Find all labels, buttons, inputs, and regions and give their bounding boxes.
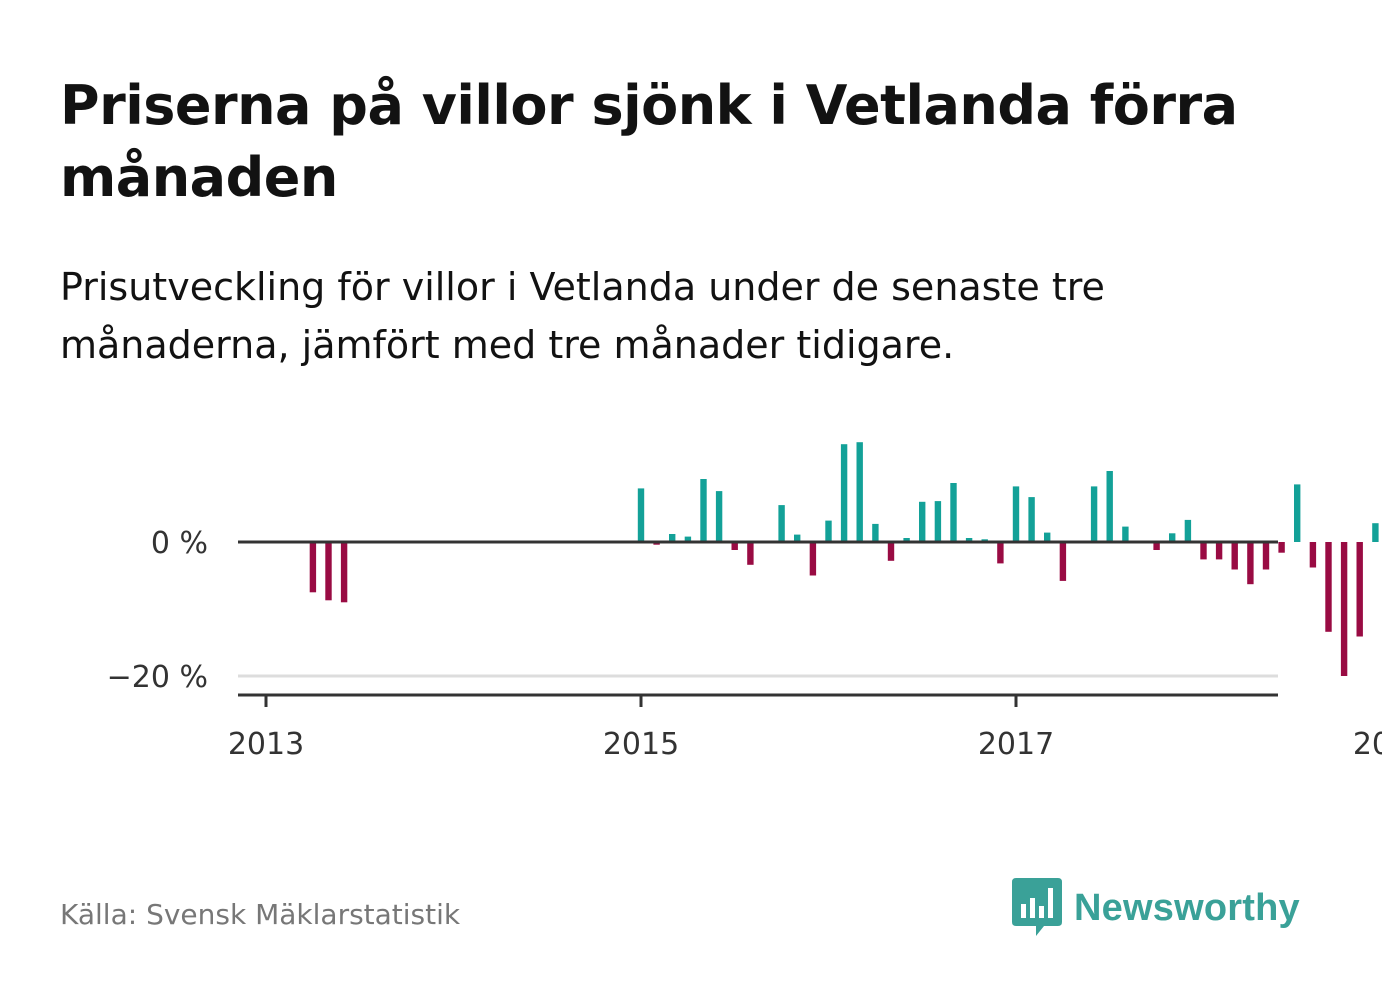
bar	[934, 501, 942, 542]
chart-title: Priserna på villor sjönk i Vetlanda förr…	[60, 74, 1238, 209]
bar	[1309, 542, 1317, 568]
bar	[778, 505, 785, 542]
y-tick-label: 0 %	[151, 526, 208, 561]
bar	[887, 542, 895, 561]
x-tick-label: 2017	[978, 727, 1054, 762]
bar	[840, 444, 848, 542]
bar	[1090, 486, 1098, 542]
tick-labels: 0 %−20 %201320152017201920212023−9 %	[107, 526, 1382, 762]
chart-subtitle: Prisutveckling för villor i Vetlanda und…	[60, 265, 1105, 367]
bar	[1122, 526, 1129, 542]
bars	[309, 442, 1379, 676]
x-tick-label: 2019	[1353, 727, 1382, 762]
bar	[669, 534, 676, 542]
bar	[903, 538, 910, 542]
bar	[872, 523, 879, 542]
bar	[1278, 542, 1285, 553]
bar	[747, 542, 754, 565]
bar	[1247, 542, 1254, 585]
bar	[700, 479, 707, 542]
price-change-bar-chart: 0 %−20 %201320152017201920212023−9 %	[107, 442, 1382, 762]
bar	[684, 536, 692, 542]
bar-chart-bubble-icon	[1012, 878, 1062, 936]
bar	[1372, 523, 1379, 542]
bar	[1184, 519, 1192, 542]
newsworthy-logo: Newsworthy	[1012, 878, 1300, 938]
bar	[1215, 542, 1223, 560]
x-tick-label: 2013	[228, 727, 304, 762]
bar	[715, 491, 723, 542]
bar	[950, 483, 957, 542]
bar	[1294, 484, 1301, 542]
bar	[1340, 542, 1348, 676]
bar	[856, 442, 863, 542]
bar	[340, 542, 348, 603]
bar	[1200, 542, 1207, 560]
bar	[309, 542, 317, 593]
x-tick-label: 2015	[603, 727, 679, 762]
bar	[825, 520, 832, 542]
bar	[965, 538, 973, 542]
bar	[637, 488, 645, 542]
bar	[1169, 533, 1176, 542]
bar	[1231, 542, 1238, 570]
source-note: Källa: Svensk Mäklarstatistik	[60, 898, 461, 931]
bar	[1325, 542, 1332, 632]
axes	[238, 540, 1278, 707]
bar	[794, 534, 801, 542]
y-tick-label: −20 %	[107, 660, 208, 695]
brand-name: Newsworthy	[1074, 886, 1300, 929]
bar	[1059, 542, 1067, 581]
bar	[809, 542, 817, 576]
bar	[997, 542, 1004, 564]
bar	[1044, 532, 1051, 542]
bar	[1028, 497, 1035, 542]
bar	[325, 542, 332, 601]
bar	[731, 542, 738, 550]
bar	[919, 501, 926, 542]
bar	[1262, 542, 1270, 570]
bar	[1106, 471, 1113, 542]
bar	[1356, 542, 1363, 637]
bar	[1012, 486, 1020, 542]
bar	[1153, 542, 1160, 550]
